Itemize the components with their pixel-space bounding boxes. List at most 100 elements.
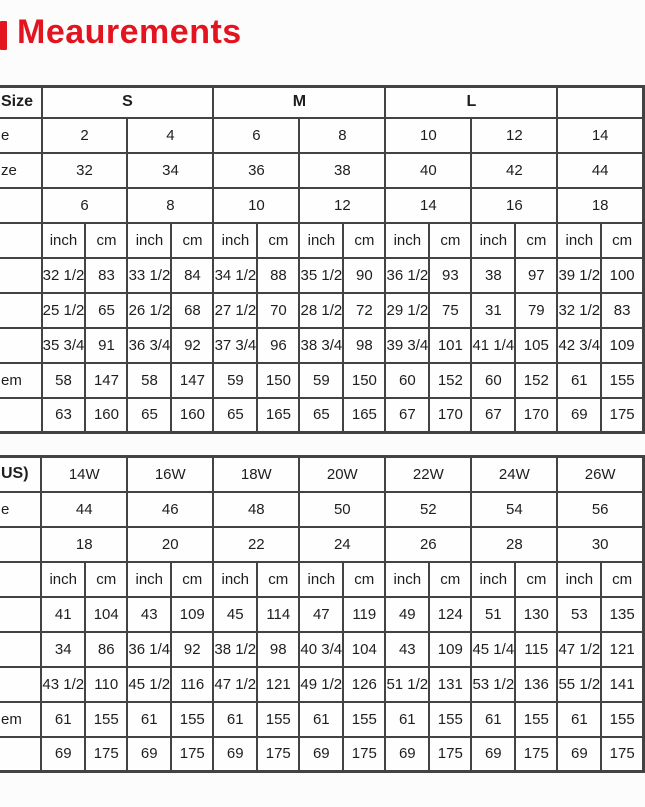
size-cell: 52 bbox=[384, 490, 473, 528]
value-cell: 131 bbox=[428, 665, 473, 703]
value-cell: 38 bbox=[470, 256, 517, 294]
clipped-red-mark bbox=[0, 21, 7, 50]
size-row: e 44 46 48 50 52 54 56 bbox=[0, 490, 645, 528]
value-cell: 160 bbox=[170, 396, 215, 434]
unit-cell: inch bbox=[212, 221, 259, 259]
value-cell: 36 1/2 bbox=[384, 256, 431, 294]
size-cell: 56 bbox=[556, 490, 645, 528]
value-cell: 69 bbox=[212, 735, 259, 773]
value-cell: 152 bbox=[428, 361, 473, 399]
value-cell: 69 bbox=[40, 735, 87, 773]
size-cell: 18W bbox=[212, 455, 301, 493]
value-cell: 69 bbox=[556, 735, 603, 773]
size-cell: 4 bbox=[126, 116, 215, 154]
size-cell: 46 bbox=[126, 490, 215, 528]
size-cell: 8 bbox=[126, 186, 215, 224]
value-cell: 61 bbox=[556, 361, 603, 399]
row-label-cell bbox=[0, 525, 43, 563]
unit-cell: cm bbox=[170, 560, 215, 598]
size-cell: 18 bbox=[40, 525, 129, 563]
value-cell: 69 bbox=[556, 396, 603, 434]
unit-cell: inch bbox=[40, 560, 87, 598]
value-cell: 175 bbox=[600, 396, 645, 434]
value-cell: 60 bbox=[470, 361, 517, 399]
unit-cell: inch bbox=[556, 221, 603, 259]
size-cell: 10 bbox=[212, 186, 301, 224]
row-label-cell: e bbox=[0, 490, 43, 528]
value-cell: 104 bbox=[84, 595, 129, 633]
row-label-cell bbox=[0, 221, 43, 259]
size-cell: 20W bbox=[298, 455, 387, 493]
value-cell: 35 3/4 bbox=[40, 326, 87, 364]
size-cell: 14 bbox=[384, 186, 473, 224]
unit-cell: cm bbox=[84, 560, 129, 598]
value-cell: 124 bbox=[428, 595, 473, 633]
value-cell: 69 bbox=[298, 735, 345, 773]
value-cell: 39 1/2 bbox=[556, 256, 603, 294]
value-cell: 114 bbox=[256, 595, 301, 633]
size-cell: 14W bbox=[40, 455, 129, 493]
value-cell: 45 1/4 bbox=[470, 630, 517, 668]
unit-cell: cm bbox=[514, 221, 559, 259]
value-cell: 63 bbox=[40, 396, 87, 434]
size-cell: 14 bbox=[556, 116, 645, 154]
value-cell: 93 bbox=[428, 256, 473, 294]
size-cell: 50 bbox=[298, 490, 387, 528]
size-row: e 2 4 6 8 10 12 14 bbox=[0, 116, 645, 154]
value-cell: 79 bbox=[514, 291, 559, 329]
unit-cell: cm bbox=[342, 221, 387, 259]
unit-cell: cm bbox=[600, 560, 645, 598]
row-label-cell bbox=[0, 291, 43, 329]
value-cell: 98 bbox=[342, 326, 387, 364]
unit-cell: cm bbox=[428, 221, 473, 259]
size-cell: 40 bbox=[384, 151, 473, 189]
size-cell: 26 bbox=[384, 525, 473, 563]
page-title: Meaurements bbox=[17, 13, 242, 51]
value-cell: 43 1/2 bbox=[40, 665, 87, 703]
value-cell: 25 1/2 bbox=[40, 291, 87, 329]
unit-cell: inch bbox=[470, 221, 517, 259]
value-cell: 88 bbox=[256, 256, 301, 294]
value-cell: 165 bbox=[256, 396, 301, 434]
value-cell: 175 bbox=[256, 735, 301, 773]
value-cell: 34 bbox=[40, 630, 87, 668]
measurement-row: em 61 155 61 155 61 155 61 155 61 155 61 155 61 155 bbox=[0, 700, 645, 738]
size-cell: 6 bbox=[212, 116, 301, 154]
value-cell: 49 1/2 bbox=[298, 665, 345, 703]
row-label-cell bbox=[0, 560, 43, 598]
unit-cell: inch bbox=[126, 221, 173, 259]
value-cell: 97 bbox=[514, 256, 559, 294]
value-cell: 175 bbox=[342, 735, 387, 773]
value-cell: 84 bbox=[170, 256, 215, 294]
value-cell: 53 1/2 bbox=[470, 665, 517, 703]
unit-cell: cm bbox=[514, 560, 559, 598]
value-cell: 91 bbox=[84, 326, 129, 364]
value-cell: 43 bbox=[126, 595, 173, 633]
value-cell: 41 1/4 bbox=[470, 326, 517, 364]
value-cell: 61 bbox=[40, 700, 87, 738]
row-label-cell bbox=[0, 595, 43, 633]
value-cell: 72 bbox=[342, 291, 387, 329]
unit-cell: cm bbox=[600, 221, 645, 259]
value-cell: 58 bbox=[126, 361, 173, 399]
value-cell: 67 bbox=[470, 396, 517, 434]
value-cell: 155 bbox=[600, 700, 645, 738]
value-cell: 155 bbox=[342, 700, 387, 738]
row-label-cell bbox=[0, 256, 43, 294]
unit-cell: inch bbox=[384, 560, 431, 598]
size-group-header-row: Size S M L bbox=[0, 85, 645, 119]
value-cell: 141 bbox=[600, 665, 645, 703]
value-cell: 51 1/2 bbox=[384, 665, 431, 703]
value-cell: 160 bbox=[84, 396, 129, 434]
value-cell: 119 bbox=[342, 595, 387, 633]
size-row: 6 8 10 12 14 16 18 bbox=[0, 186, 645, 224]
size-cell: 34 bbox=[126, 151, 215, 189]
value-cell: 115 bbox=[514, 630, 559, 668]
value-cell: 58 bbox=[40, 361, 87, 399]
value-cell: 147 bbox=[84, 361, 129, 399]
value-cell: 38 3/4 bbox=[298, 326, 345, 364]
value-cell: 100 bbox=[600, 256, 645, 294]
row-label-cell: em bbox=[0, 361, 43, 399]
measurement-row: 63 160 65 160 65 165 65 165 67 170 67 170 69 175 bbox=[0, 396, 645, 434]
